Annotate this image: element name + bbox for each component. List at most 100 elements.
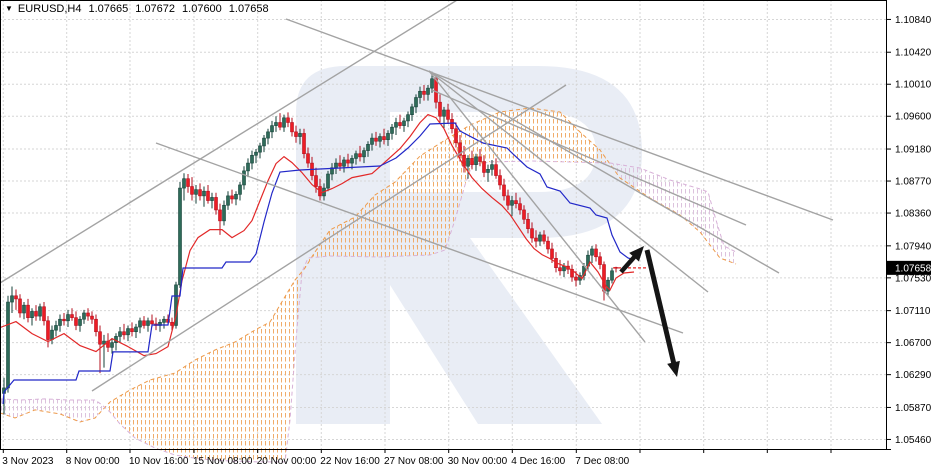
candle-body <box>338 162 342 167</box>
kumo-bear <box>0 398 105 422</box>
candle-body <box>202 190 206 197</box>
price-axis-label: 1.08770 <box>895 177 931 188</box>
candle-body <box>442 109 446 117</box>
candle-body <box>522 209 526 220</box>
candle-body <box>570 268 574 278</box>
candle-body <box>6 301 10 389</box>
up-arrow-object[interactable] <box>619 254 638 274</box>
candle-body <box>22 304 26 314</box>
trendlines-layer[interactable] <box>0 0 834 392</box>
trendline-object[interactable] <box>155 142 684 334</box>
senkou-span-a-line <box>0 107 737 423</box>
candle-body <box>178 187 182 286</box>
title-low-value: 1.07600 <box>182 3 222 15</box>
candle-body <box>50 329 54 340</box>
candle-body <box>346 159 350 164</box>
candle-body <box>146 320 150 326</box>
candle-body <box>418 90 422 98</box>
trendline-object[interactable] <box>428 70 646 343</box>
candle-body <box>474 156 478 165</box>
trendline-object[interactable] <box>91 84 567 392</box>
candle-body <box>478 156 482 162</box>
candle-body <box>550 248 554 259</box>
time-axis-label: 22 Nov 16:00 <box>320 456 380 467</box>
symbol-period-label: EURUSD,H4 <box>17 3 82 15</box>
candle-body <box>370 137 374 145</box>
candle-body <box>298 133 302 137</box>
candle-body <box>134 326 138 333</box>
indicator-lines <box>0 113 635 404</box>
candle-body <box>198 189 202 197</box>
candle-body <box>538 234 542 242</box>
candle-body <box>526 218 530 229</box>
candle-body <box>54 325 58 331</box>
candle-body <box>610 270 614 281</box>
candle-body <box>38 306 42 317</box>
candle-body <box>82 312 86 320</box>
price-axis-label: 1.09600 <box>895 112 931 123</box>
candle-body <box>354 153 358 159</box>
candle-body <box>306 153 310 164</box>
candle-body <box>534 237 538 242</box>
price-axis-label: 1.10010 <box>895 80 931 91</box>
down-arrow-object[interactable] <box>644 249 677 365</box>
candle-body <box>398 122 402 126</box>
candle-body <box>482 161 486 173</box>
candle-body <box>326 173 330 189</box>
candle-body <box>10 295 14 303</box>
price-axis-label: 1.05460 <box>895 435 931 446</box>
candle-body <box>98 331 102 345</box>
collapse-triangle-icon[interactable]: ▼ <box>5 3 13 13</box>
arrow-annotations[interactable] <box>619 246 680 377</box>
candle-body <box>110 342 114 348</box>
trendline-object[interactable] <box>428 70 709 293</box>
candle-body <box>470 158 474 165</box>
trendline-object[interactable] <box>428 70 780 274</box>
candle-body <box>490 164 494 170</box>
candle-body <box>422 90 426 95</box>
candle-body <box>190 186 194 195</box>
candle-body <box>590 248 594 256</box>
broker-logo-R <box>296 66 642 424</box>
arrowhead <box>667 360 680 377</box>
trendline-object[interactable] <box>431 89 747 226</box>
candle-body <box>218 209 222 222</box>
candle-body <box>210 197 214 201</box>
candle-body <box>438 101 442 117</box>
candle-body <box>194 189 198 195</box>
candle-body <box>598 256 602 265</box>
candle-body <box>26 304 30 318</box>
candle-body <box>290 122 294 133</box>
candle-body <box>14 295 18 300</box>
price-axis-label: 1.09180 <box>895 145 931 156</box>
candle-body <box>162 318 166 323</box>
candle-body <box>34 311 38 317</box>
price-axis-label: 1.06700 <box>895 338 931 349</box>
candle-body <box>382 136 386 140</box>
candle-body <box>222 204 226 222</box>
candle-body <box>506 195 510 206</box>
candle-body <box>574 276 578 281</box>
candle-body <box>358 153 362 158</box>
candle-body <box>406 114 410 122</box>
kumo-bull <box>105 108 608 462</box>
candle-body <box>434 78 438 103</box>
candle-body <box>182 178 186 189</box>
candle-body <box>510 200 514 206</box>
candle-body <box>66 314 70 322</box>
kijun-sen-line <box>2 122 635 404</box>
candle-body <box>70 314 74 318</box>
candle-body <box>394 122 398 128</box>
candle-body <box>378 136 382 142</box>
trendline-object[interactable] <box>285 18 834 221</box>
trendline-object[interactable] <box>0 0 462 284</box>
candle-body <box>530 228 534 239</box>
candle-body <box>90 315 94 320</box>
candle-body <box>238 184 242 195</box>
candle-body <box>350 158 354 164</box>
candle-body <box>430 78 434 89</box>
candle-body <box>334 162 338 169</box>
